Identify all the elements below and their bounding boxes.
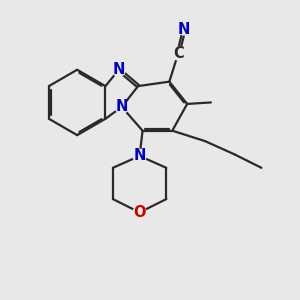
Text: N: N [134,148,146,164]
Circle shape [172,47,185,60]
Circle shape [133,149,146,163]
Text: N: N [112,62,125,77]
Circle shape [112,63,125,76]
Text: N: N [116,99,128,114]
Text: N: N [178,22,190,37]
Text: O: O [133,205,146,220]
Circle shape [133,206,146,219]
Circle shape [179,24,190,35]
Text: C: C [173,46,184,61]
Circle shape [115,100,128,113]
